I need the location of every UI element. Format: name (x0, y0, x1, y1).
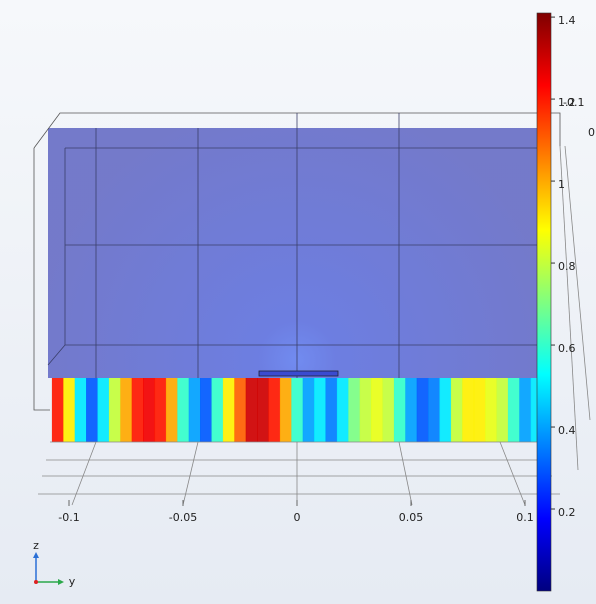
field-cell (508, 378, 520, 442)
field-cell (440, 378, 452, 442)
other-axis-label: 0 (588, 126, 595, 139)
tick-label: 0 (294, 511, 301, 524)
colorbar-label: 0.8 (558, 260, 576, 273)
tick-label: -0.1 (58, 511, 79, 524)
air-domain (48, 128, 537, 378)
field-cell (326, 378, 338, 442)
field-cell (303, 378, 315, 442)
field-cell (143, 378, 155, 442)
tick-label: 0.05 (399, 511, 424, 524)
field-cell (269, 378, 281, 442)
field-cell (132, 378, 144, 442)
colorbar-label: 1.4 (558, 14, 576, 27)
field-cell (75, 378, 87, 442)
field-cell (348, 378, 360, 442)
field-cell (291, 378, 303, 442)
field-cell (166, 378, 178, 442)
tick-label: 0.1 (516, 511, 534, 524)
field-cell (462, 378, 474, 442)
field-cell (189, 378, 201, 442)
field-cell (98, 378, 110, 442)
field-cell (109, 378, 121, 442)
colorbar-label: 0.4 (558, 424, 576, 437)
other-axis-label: -0.1 (563, 96, 584, 109)
field-cell (246, 378, 258, 442)
field-cell (394, 378, 406, 442)
field-cell (200, 378, 212, 442)
field-cell (155, 378, 167, 442)
field-cell (405, 378, 417, 442)
field-cell (212, 378, 224, 442)
viewport: -0.1-0.0500.050.1 z y 0.20.40.60.811.21.… (0, 0, 596, 604)
field-cell (223, 378, 235, 442)
field-cell (371, 378, 383, 442)
field-strip (52, 378, 543, 442)
colorbar-label: 0.6 (558, 342, 576, 355)
tick-label: -0.05 (169, 511, 197, 524)
colorbar-label: 1 (558, 178, 565, 191)
field-cell (451, 378, 463, 442)
field-cell (177, 378, 189, 442)
field-cell (63, 378, 75, 442)
field-cell (417, 378, 429, 442)
field-cell (383, 378, 395, 442)
field-cell (86, 378, 98, 442)
triad-z: z (33, 539, 39, 552)
field-cell (234, 378, 246, 442)
field-cell (497, 378, 509, 442)
field-cell (428, 378, 440, 442)
field-cell (485, 378, 497, 442)
field-cell (52, 378, 64, 442)
field-cell (120, 378, 132, 442)
field-cell (314, 378, 326, 442)
colorbar-label: 0.2 (558, 506, 576, 519)
field-cell (337, 378, 349, 442)
triad-y: y (69, 575, 76, 588)
field-cell (360, 378, 372, 442)
field-cell (257, 378, 269, 442)
field-cell (474, 378, 486, 442)
field-cell (519, 378, 531, 442)
field-cell (280, 378, 292, 442)
colorbar (537, 13, 551, 591)
